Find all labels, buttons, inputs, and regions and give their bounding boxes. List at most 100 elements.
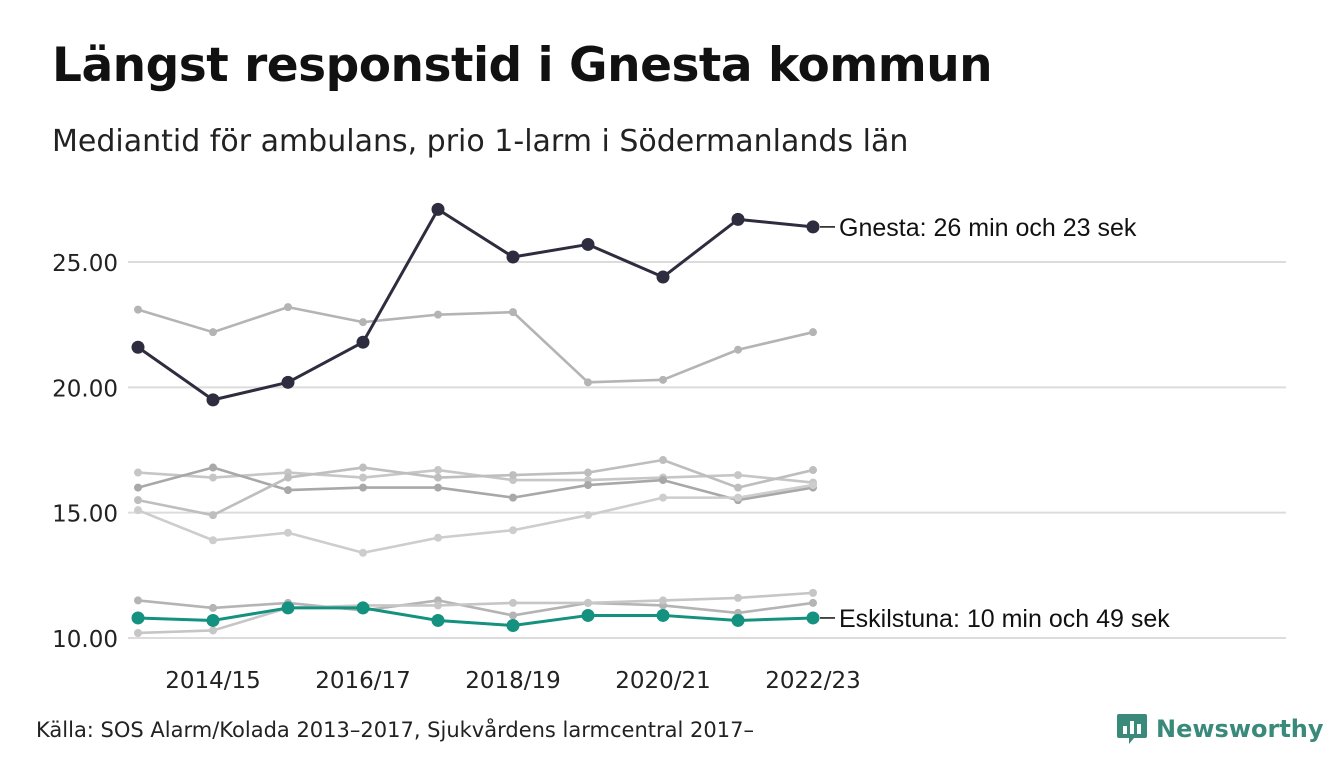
data-point-muted bbox=[134, 468, 142, 477]
data-point-muted bbox=[209, 511, 217, 520]
data-point-muted bbox=[134, 596, 142, 605]
data-point-muted bbox=[659, 375, 667, 384]
series-line-muted bbox=[136, 466, 815, 502]
data-point-muted bbox=[659, 456, 667, 465]
x-tick-label: 2016/17 bbox=[315, 668, 411, 694]
y-tick-label: 20.00 bbox=[52, 376, 118, 402]
data-point-gnesta bbox=[731, 212, 745, 226]
annotation-label-eskilstuna: Eskilstuna: 10 min och 49 sek bbox=[839, 605, 1170, 633]
data-point-muted bbox=[359, 318, 367, 327]
data-point-muted bbox=[659, 493, 667, 502]
data-point-eskilstuna bbox=[431, 613, 445, 627]
data-point-muted bbox=[209, 463, 217, 472]
brand-name: Newsworthy bbox=[1156, 715, 1324, 743]
data-point-muted bbox=[434, 601, 442, 610]
annotation-label-gnesta: Gnesta: 26 min och 23 sek bbox=[839, 214, 1137, 242]
data-point-gnesta bbox=[281, 375, 295, 389]
series-line-gnesta bbox=[136, 207, 815, 402]
data-point-muted bbox=[209, 603, 217, 612]
data-point-muted bbox=[809, 481, 817, 490]
data-point-muted bbox=[209, 328, 217, 337]
data-point-muted bbox=[509, 598, 517, 607]
data-point-muted bbox=[734, 493, 742, 502]
data-point-muted bbox=[209, 536, 217, 545]
data-point-muted bbox=[284, 486, 292, 495]
data-point-muted bbox=[134, 628, 142, 637]
data-point-muted bbox=[584, 378, 592, 387]
data-point-eskilstuna bbox=[806, 611, 820, 625]
data-point-eskilstuna bbox=[131, 611, 145, 625]
series-line-eskilstuna bbox=[136, 606, 815, 627]
data-point-gnesta bbox=[806, 220, 820, 234]
data-point-gnesta bbox=[506, 250, 520, 264]
line-chart: 10.00 15.00 20.00 25.00 2014/15 2016/17 2018/1… bbox=[52, 202, 1286, 694]
data-point-muted bbox=[509, 526, 517, 535]
data-point-muted bbox=[434, 310, 442, 319]
series-line-muted bbox=[136, 483, 815, 555]
source-note: Källa: SOS Alarm/Kolada 2013–2017, Sjukv… bbox=[36, 718, 754, 742]
data-point-muted bbox=[509, 493, 517, 502]
data-point-muted bbox=[434, 533, 442, 542]
newsworthy-logo-icon bbox=[1117, 714, 1147, 744]
data-point-muted bbox=[809, 588, 817, 597]
data-point-muted bbox=[509, 611, 517, 620]
series-line-muted bbox=[136, 458, 815, 517]
data-point-muted bbox=[434, 466, 442, 475]
series-line-muted bbox=[136, 599, 815, 617]
data-point-gnesta bbox=[431, 202, 445, 216]
data-point-muted bbox=[659, 596, 667, 605]
series-line-muted bbox=[136, 591, 815, 635]
data-point-gnesta bbox=[356, 335, 370, 349]
data-point-gnesta bbox=[131, 340, 145, 354]
data-point-muted bbox=[284, 303, 292, 312]
data-point-muted bbox=[359, 463, 367, 472]
data-point-eskilstuna bbox=[581, 608, 595, 622]
series-line-muted bbox=[136, 305, 815, 384]
data-point-eskilstuna bbox=[656, 608, 670, 622]
data-point-muted bbox=[359, 473, 367, 482]
data-point-muted bbox=[359, 483, 367, 492]
x-tick-label: 2020/21 bbox=[615, 668, 711, 694]
data-point-eskilstuna bbox=[206, 613, 220, 627]
data-point-muted bbox=[584, 481, 592, 490]
chart-subtitle: Mediantid för ambulans, prio 1-larm i Sö… bbox=[52, 124, 909, 159]
x-tick-label: 2018/19 bbox=[465, 668, 561, 694]
data-point-muted bbox=[359, 548, 367, 557]
x-tick-label: 2022/23 bbox=[765, 668, 861, 694]
data-point-muted bbox=[734, 471, 742, 480]
data-point-muted bbox=[734, 593, 742, 602]
data-point-muted bbox=[209, 626, 217, 635]
y-tick-label: 25.00 bbox=[52, 251, 118, 277]
data-point-muted bbox=[734, 483, 742, 492]
data-point-eskilstuna bbox=[356, 601, 370, 615]
data-point-gnesta bbox=[206, 393, 220, 407]
data-point-muted bbox=[809, 598, 817, 607]
data-point-muted bbox=[509, 471, 517, 480]
chart-title: Längst responstid i Gnesta kommun bbox=[52, 38, 993, 93]
data-point-gnesta bbox=[581, 237, 595, 251]
data-point-muted bbox=[134, 496, 142, 505]
data-point-muted bbox=[134, 506, 142, 515]
data-point-muted bbox=[434, 473, 442, 482]
data-point-eskilstuna bbox=[731, 613, 745, 627]
data-point-muted bbox=[584, 511, 592, 520]
data-point-muted bbox=[584, 598, 592, 607]
data-point-muted bbox=[584, 468, 592, 477]
data-point-muted bbox=[209, 473, 217, 482]
data-point-muted bbox=[809, 466, 817, 475]
data-point-muted bbox=[434, 483, 442, 492]
data-point-muted bbox=[509, 308, 517, 317]
y-tick-label: 10.00 bbox=[52, 627, 118, 653]
data-point-gnesta bbox=[656, 270, 670, 284]
data-point-muted bbox=[809, 328, 817, 337]
x-tick-label: 2014/15 bbox=[165, 668, 261, 694]
data-point-muted bbox=[659, 476, 667, 485]
data-point-muted bbox=[284, 473, 292, 482]
y-tick-label: 15.00 bbox=[52, 502, 118, 528]
data-point-eskilstuna bbox=[506, 618, 520, 632]
data-point-eskilstuna bbox=[281, 601, 295, 615]
data-point-muted bbox=[134, 305, 142, 314]
data-point-muted bbox=[134, 483, 142, 492]
brand-logo: Newsworthy bbox=[1116, 712, 1324, 746]
data-point-muted bbox=[734, 345, 742, 354]
